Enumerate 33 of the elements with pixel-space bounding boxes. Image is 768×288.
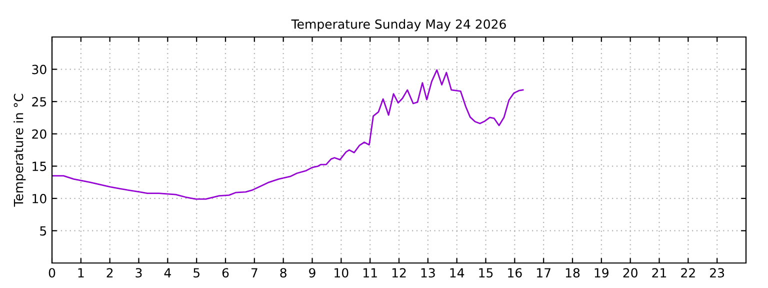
x-tick-label: 0 bbox=[48, 268, 56, 278]
y-tick-label: 20 bbox=[32, 129, 46, 139]
x-tick-label: 18 bbox=[566, 268, 580, 278]
x-tick-label: 21 bbox=[652, 268, 666, 278]
x-tick-label: 22 bbox=[681, 268, 695, 278]
x-tick-label: 5 bbox=[194, 268, 200, 278]
x-tick-label: 23 bbox=[710, 268, 724, 278]
x-tick-label: 17 bbox=[537, 268, 550, 278]
line-series bbox=[52, 69, 524, 200]
x-tick-label: 10 bbox=[334, 268, 348, 278]
y-axis-title: Temperature in °C bbox=[14, 94, 26, 207]
x-tick-label: 11 bbox=[364, 268, 377, 278]
x-tick-label: 15 bbox=[479, 268, 493, 278]
x-tick-label: 1 bbox=[78, 268, 84, 278]
x-tick-label: 20 bbox=[623, 268, 638, 278]
x-tick-label: 12 bbox=[392, 268, 406, 278]
chart-title: Temperature Sunday May 24 2026 bbox=[291, 19, 506, 32]
x-tick-label: 9 bbox=[309, 268, 316, 278]
x-tick-label: 14 bbox=[450, 268, 464, 278]
x-tick-label: 4 bbox=[164, 268, 171, 278]
y-tick-label: 25 bbox=[32, 97, 46, 106]
y-tick-label: 15 bbox=[32, 162, 46, 172]
x-tick-label: 13 bbox=[421, 268, 435, 278]
x-tick-label: 7 bbox=[251, 268, 258, 278]
x-tick-label: 3 bbox=[136, 268, 142, 278]
x-tick-label: 16 bbox=[508, 268, 522, 278]
y-tick-label: 30 bbox=[32, 64, 46, 74]
x-tick-label: 6 bbox=[222, 268, 229, 278]
y-tick-label: 5 bbox=[40, 226, 46, 236]
x-tick-label: 2 bbox=[106, 268, 113, 278]
x-tick-label: 8 bbox=[280, 268, 286, 278]
y-tick-label: 10 bbox=[32, 194, 46, 204]
x-tick-label: 19 bbox=[594, 268, 608, 278]
